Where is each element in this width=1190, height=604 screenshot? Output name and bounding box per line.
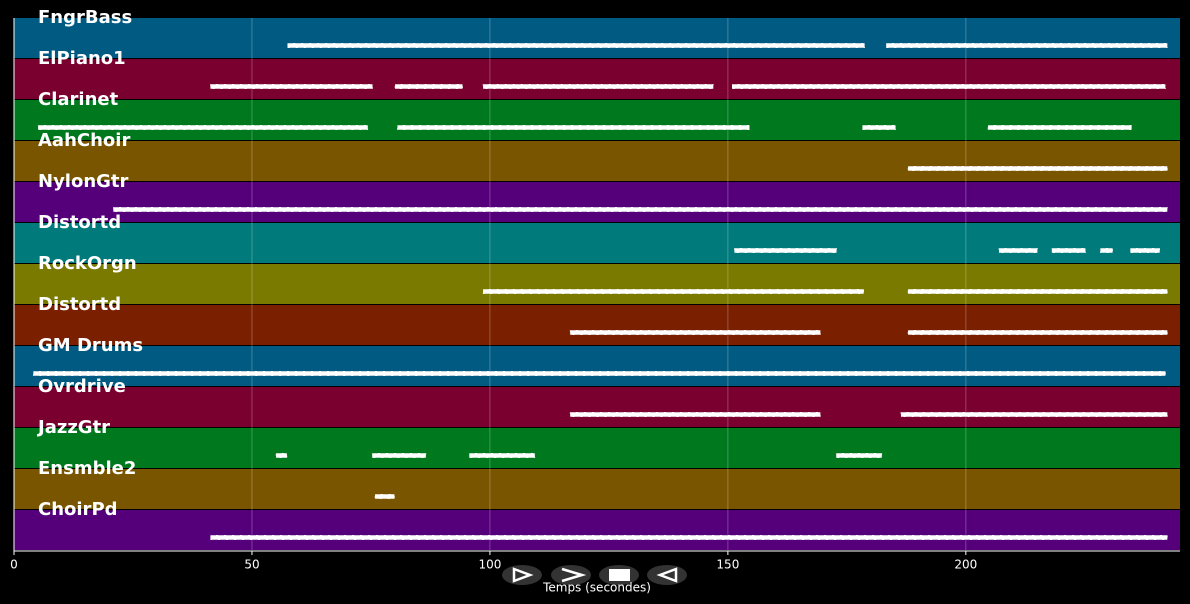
track-label: RockOrgn [38,253,137,274]
note-span [733,247,838,254]
track-label: AahChoir [38,130,130,151]
note-span [907,165,1168,172]
track-label: Distortd [38,212,121,233]
forward-button[interactable] [551,565,591,585]
note-span [1129,247,1161,254]
track-row [14,346,1180,386]
note-span [482,83,714,90]
note-span [37,124,369,131]
note-span [900,411,1168,418]
stop-button[interactable] [599,565,639,585]
note-span [861,124,897,131]
x-axis-label: Temps (secondes) [542,581,651,595]
track-label: Ensmble2 [38,458,136,479]
x-tick-label: 200 [954,558,977,572]
note-span [569,329,821,336]
note-span [371,452,427,459]
track-row [14,428,1180,468]
track-label: Clarinet [38,89,119,110]
note-span [907,288,1168,295]
note-span [569,411,821,418]
note-span [731,83,1167,90]
note-span [907,329,1168,336]
track-label: Distortd [38,294,121,315]
play-button[interactable] [502,565,542,585]
track-label: GM Drums [38,335,143,356]
note-span [987,124,1133,131]
x-tick-label: 0 [10,558,18,572]
note-span [275,452,288,459]
track-row [14,182,1180,222]
note-span [1051,247,1087,254]
note-span [286,42,866,49]
note-span [835,452,883,459]
note-span [1099,247,1114,254]
track-label: NylonGtr [38,171,129,192]
note-span [394,83,464,90]
track-row [14,18,1180,58]
note-span [396,124,751,131]
track-label: JazzGtr [36,417,110,438]
track-label: FngrBass [38,7,132,28]
track-row [14,387,1180,427]
track-row [14,223,1180,263]
note-span [468,452,536,459]
note-span [112,206,1168,213]
track-row [14,141,1180,181]
track-row [14,100,1180,140]
note-span [209,83,374,90]
playback-controls [502,565,687,585]
tracks: FngrBass ElPiano1 Clarinet AahChoir NylonGtr… [10,7,1180,572]
track-row [14,469,1180,509]
note-span [482,288,865,295]
x-tick-label: 100 [478,558,501,572]
note-span [209,534,1168,541]
track-row [14,59,1180,99]
x-tick-label: 150 [716,558,739,572]
rewind-button[interactable] [647,565,687,585]
track-label: ElPiano1 [38,48,126,69]
track-row [14,510,1180,550]
note-span [32,370,1167,377]
x-tick-label: 50 [244,558,259,572]
track-label: Ovrdrive [38,376,126,397]
track-row [14,305,1180,345]
note-span [998,247,1039,254]
note-span [374,493,396,500]
track-label: ChoirPd [38,499,118,520]
track-row [14,264,1180,304]
note-span [885,42,1168,49]
